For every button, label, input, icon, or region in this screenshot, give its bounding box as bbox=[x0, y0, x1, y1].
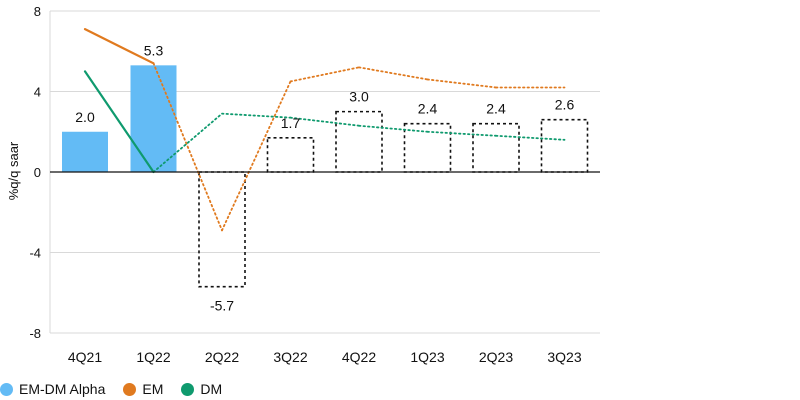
legend-item-em: EM bbox=[123, 381, 163, 397]
x-tick-label: 2Q22 bbox=[205, 349, 239, 365]
line-segment-em bbox=[83, 28, 155, 65]
line-segment-dm bbox=[426, 130, 497, 137]
bar-data-label: 3.0 bbox=[349, 89, 369, 105]
data-labels: 2.0 5.3 -5.7 1.7 3.0 2.4 2.4 2.6 bbox=[75, 42, 574, 313]
x-tick-label: 1Q23 bbox=[410, 349, 444, 365]
legend-label-em-dm-alpha: EM-DM Alpha bbox=[19, 381, 106, 397]
x-tick-label: 4Q21 bbox=[68, 349, 102, 365]
line-segment-dm bbox=[289, 116, 360, 127]
x-tick-label: 2Q23 bbox=[479, 349, 513, 365]
y-axis-label: %q/q saar bbox=[6, 141, 21, 200]
bar bbox=[540, 118, 589, 173]
line-series bbox=[83, 28, 566, 232]
legend-label-dm: DM bbox=[200, 381, 223, 397]
bar bbox=[335, 110, 383, 173]
legend-item-dm: DM bbox=[181, 381, 222, 397]
bar-data-label: 2.0 bbox=[75, 109, 95, 125]
bar-data-label: 2.6 bbox=[555, 97, 575, 113]
legend-swatch-dm bbox=[181, 382, 195, 396]
line-segment-dm bbox=[83, 70, 155, 174]
line-segment-em bbox=[221, 80, 292, 232]
x-tick-label: 4Q22 bbox=[342, 349, 376, 365]
y-tick-label: 0 bbox=[34, 165, 41, 180]
axes: 8 4 0 -4 -8 4Q21 1Q22 2Q22 3Q22 4Q22 1Q23 2Q23 3Q23 bbox=[29, 4, 600, 365]
line-segment-dm bbox=[495, 134, 566, 141]
line-segment-em bbox=[289, 66, 360, 83]
y-tick-label: -4 bbox=[29, 246, 41, 261]
line-segment-em bbox=[152, 62, 223, 232]
y-tick-label: 8 bbox=[34, 4, 41, 19]
bar bbox=[198, 171, 246, 288]
bar-data-label: 2.4 bbox=[486, 101, 506, 117]
line-segment-dm bbox=[358, 124, 429, 133]
legend-label-em: EM bbox=[142, 381, 164, 397]
bar-data-label: 5.3 bbox=[144, 42, 164, 58]
bar-data-label: 2.4 bbox=[418, 101, 438, 117]
x-tick-label: 3Q23 bbox=[547, 349, 581, 365]
legend-swatch-em bbox=[123, 382, 137, 396]
legend-item-em-dm-alpha: EM-DM Alpha bbox=[0, 381, 105, 397]
y-tick-label: -8 bbox=[29, 326, 41, 341]
bar bbox=[130, 65, 177, 172]
legend: EM-DM Alpha EM DM bbox=[0, 379, 222, 399]
bar-data-label: 1.7 bbox=[281, 115, 301, 131]
bar bbox=[403, 122, 452, 173]
line-segment-em bbox=[426, 78, 497, 89]
x-tick-label: 3Q22 bbox=[273, 349, 307, 365]
x-tick-label: 1Q22 bbox=[136, 349, 170, 365]
bar-series bbox=[62, 65, 589, 288]
line-segment-em bbox=[358, 66, 429, 81]
line-segment-dm bbox=[152, 112, 223, 173]
bar bbox=[266, 136, 315, 173]
bar bbox=[472, 122, 520, 173]
bar bbox=[62, 131, 108, 172]
bar-data-label: -5.7 bbox=[210, 298, 234, 314]
y-tick-label: 4 bbox=[34, 85, 41, 100]
legend-swatch-em-dm-alpha bbox=[0, 382, 13, 396]
